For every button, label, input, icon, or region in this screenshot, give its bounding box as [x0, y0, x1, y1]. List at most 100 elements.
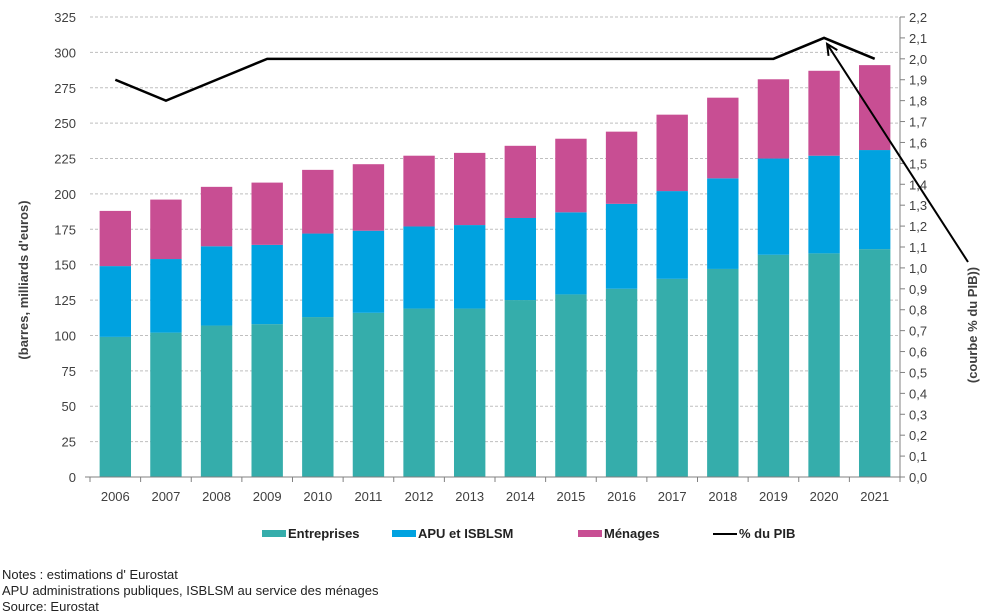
bar-m-nages-2019	[757, 79, 790, 159]
bar-m-nages-2020	[808, 70, 840, 156]
y-tick-label: 250	[54, 116, 76, 131]
legend: Entreprises APU et ISBLSM Ménages % du P…	[0, 526, 990, 546]
x-tick-label: 2014	[506, 489, 535, 504]
y2-tick-label: 1,5	[909, 156, 927, 171]
bar-m-nages-2014	[504, 145, 537, 218]
legend-swatch-apu	[392, 530, 416, 537]
bar-m-nages-2007	[150, 199, 182, 260]
bars	[99, 65, 891, 477]
legend-item-entreprises: Entreprises	[262, 526, 360, 541]
bar-m-nages-2015	[555, 138, 587, 213]
y2-tick-label: 0,9	[909, 282, 927, 297]
bar-entreprises-2019	[757, 254, 790, 477]
note-line: Source: Eurostat	[2, 599, 99, 614]
x-tick-label: 2015	[556, 489, 585, 504]
x-tick-label: 2013	[455, 489, 484, 504]
x-tick-label: 2009	[253, 489, 282, 504]
y2-tick-label: 1,2	[909, 219, 927, 234]
bar-apu-et-isblsm-2010	[302, 233, 334, 318]
y-tick-label: 125	[54, 293, 76, 308]
bar-m-nages-2016	[605, 131, 638, 204]
bar-entreprises-2021	[858, 249, 891, 477]
bar-m-nages-2021	[858, 65, 891, 151]
bar-m-nages-2017	[656, 114, 688, 192]
line-series	[114, 36, 876, 102]
x-tick-label: 2010	[303, 489, 332, 504]
bar-entreprises-2013	[453, 308, 486, 477]
y2-tick-label: 2,0	[909, 52, 927, 67]
bar-entreprises-2007	[150, 332, 182, 477]
bar-apu-et-isblsm-2017	[656, 191, 688, 279]
bar-apu-et-isblsm-2016	[605, 203, 638, 289]
y2-tick-label: 0,4	[909, 386, 927, 401]
bar-entreprises-2012	[403, 308, 435, 477]
legend-item-menages: Ménages	[578, 526, 660, 541]
bar-entreprises-2015	[555, 294, 587, 477]
bar-apu-et-isblsm-2020	[808, 155, 840, 254]
bar-m-nages-2008	[200, 186, 233, 247]
legend-swatch-entreprises	[262, 530, 286, 537]
y2-tick-label: 0,1	[909, 449, 927, 464]
legend-label: Entreprises	[288, 526, 360, 541]
y-tick-label: 175	[54, 222, 76, 237]
y2-tick-label: 0,6	[909, 345, 927, 360]
bar-entreprises-2006	[99, 336, 132, 477]
bar-m-nages-2012	[403, 155, 435, 227]
y-tick-label: 0	[69, 470, 76, 485]
y2-tick-label: 1,9	[909, 73, 927, 88]
y-tick-label: 225	[54, 152, 76, 167]
y2-tick-label: 1,3	[909, 198, 927, 213]
note-line: Notes : estimations d' Eurostat	[2, 567, 178, 582]
bar-apu-et-isblsm-2007	[150, 259, 182, 333]
y2-tick-label: 1,0	[909, 261, 927, 276]
bar-m-nages-2013	[453, 152, 486, 226]
y2-tick-label: 1,7	[909, 115, 927, 130]
y2-tick-label: 2,1	[909, 31, 927, 46]
y2-tick-label: 0,0	[909, 470, 927, 485]
bar-entreprises-2017	[656, 278, 688, 477]
y-axis-title: (barres, milliards d'euros)	[16, 200, 31, 359]
x-tick-label: 2018	[708, 489, 737, 504]
y-tick-label: 200	[54, 187, 76, 202]
bar-m-nages-2011	[352, 164, 385, 231]
y2-tick-label: 0,5	[909, 365, 927, 380]
bar-entreprises-2010	[302, 317, 334, 477]
chart: 0 25 50 75 100 125 150 175 200 225 250 275 300 325 0,…	[16, 10, 980, 504]
y2-tick-label: 0,8	[909, 303, 927, 318]
bar-apu-et-isblsm-2018	[707, 178, 739, 269]
bar-entreprises-2016	[605, 288, 638, 477]
bar-m-nages-2006	[99, 210, 132, 267]
y-tick-label: 50	[62, 399, 76, 414]
bar-m-nages-2009	[251, 182, 283, 245]
bar-entreprises-2009	[251, 324, 283, 477]
bar-entreprises-2008	[200, 325, 233, 477]
y-tick-label: 25	[62, 435, 76, 450]
bar-apu-et-isblsm-2009	[251, 244, 283, 325]
x-tick-label: 2016	[607, 489, 636, 504]
bar-apu-et-isblsm-2019	[757, 158, 790, 255]
legend-swatch-pib	[713, 532, 737, 535]
left-axis: 0 25 50 75 100 125 150 175 200 225 250 275 300 325	[54, 10, 90, 485]
x-tick-label: 2020	[810, 489, 839, 504]
y2-tick-label: 0,2	[909, 428, 927, 443]
bar-entreprises-2011	[352, 312, 385, 477]
bar-apu-et-isblsm-2011	[352, 230, 385, 313]
y-tick-label: 100	[54, 328, 76, 343]
y-tick-label: 300	[54, 45, 76, 60]
bar-m-nages-2010	[302, 169, 334, 234]
y2-tick-label: 2,2	[909, 10, 927, 25]
y-tick-label: 75	[62, 364, 76, 379]
x-tick-label: 2008	[202, 489, 231, 504]
y2-tick-label: 0,3	[909, 407, 927, 422]
y-tick-label: 150	[54, 258, 76, 273]
x-axis: 2006 2007 2008 2009 2010 2011 2012 2013 2014 2015…	[89, 476, 901, 504]
y2-tick-label: 0,7	[909, 324, 927, 339]
legend-label: APU et ISBLSM	[418, 526, 514, 541]
bar-entreprises-2020	[808, 253, 840, 477]
bar-apu-et-isblsm-2006	[99, 266, 132, 337]
y2-axis-title: (courbe % du PIB))	[965, 267, 980, 383]
y2-tick-label: 1,6	[909, 135, 927, 150]
legend-item-apu: APU et ISBLSM	[392, 526, 513, 541]
legend-item-pib: % du PIB	[713, 526, 795, 541]
bar-apu-et-isblsm-2021	[858, 150, 891, 250]
